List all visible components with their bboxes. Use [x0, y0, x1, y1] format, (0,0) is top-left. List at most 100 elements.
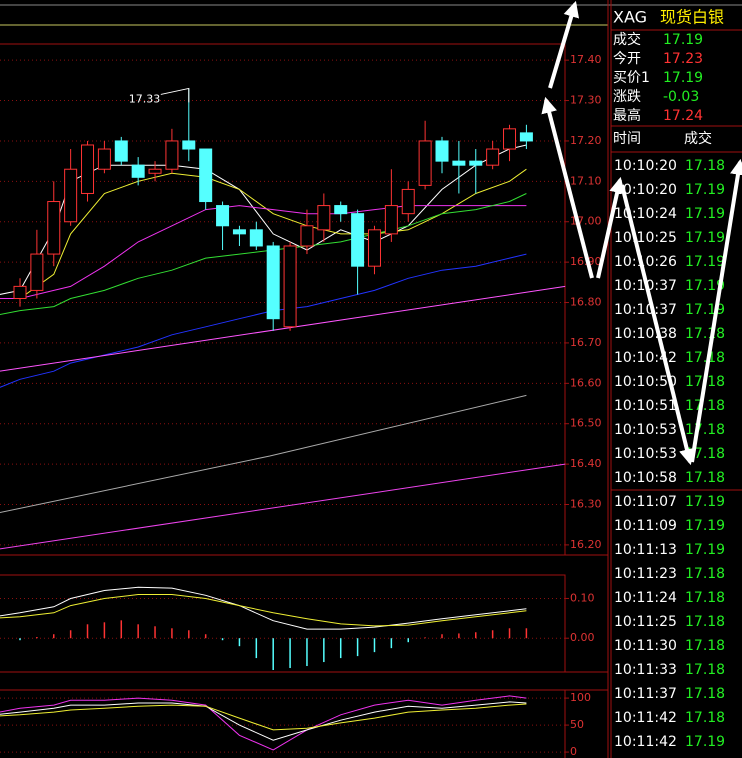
candle-body: [64, 168, 78, 223]
trade-price: 17.19: [685, 518, 725, 534]
y-tick-label: 16.40: [570, 457, 602, 470]
candle-body: [148, 168, 162, 174]
trade-time: 10:11:30: [614, 638, 677, 654]
candle-body: [131, 164, 145, 178]
quote-label: 最高: [613, 107, 641, 124]
trade-price: 17.19: [685, 734, 725, 750]
trade-time: 10:10:25: [614, 230, 677, 246]
candle-body: [469, 160, 483, 166]
arrow: [541, 96, 594, 279]
arrow-overlay: [541, 0, 742, 466]
quote-value: 17.24: [663, 108, 703, 124]
trade-price: 17.18: [685, 350, 725, 366]
candle-body: [266, 245, 280, 320]
trade-price: 17.19: [685, 230, 725, 246]
trade-price: 17.18: [685, 566, 725, 582]
candle-body: [283, 245, 297, 328]
trade-time: 10:10:37: [614, 302, 677, 318]
y-tick-label: 16.70: [570, 336, 602, 349]
trade-price: 17.18: [685, 326, 725, 342]
candle-body: [114, 140, 128, 162]
candle-body: [384, 205, 398, 235]
candle-body: [199, 148, 213, 203]
trade-price: 17.18: [685, 590, 725, 606]
candle-body: [182, 140, 196, 150]
trade-price: 17.18: [685, 398, 725, 414]
trade-price: 17.18: [685, 158, 725, 174]
candle-body: [401, 188, 415, 215]
trade-price: 17.18: [685, 470, 725, 486]
trade-time: 10:10:20: [614, 182, 677, 198]
indicator-line: [0, 193, 527, 316]
trade-price: 17.19: [685, 206, 725, 222]
quote-value: 17.19: [663, 70, 703, 86]
candle-body: [30, 253, 44, 291]
trade-price: 17.18: [685, 614, 725, 630]
quote-label: 今开: [613, 51, 641, 67]
y-tick-label: 16.50: [570, 417, 602, 430]
quote-label: 买价1: [613, 70, 650, 86]
trade-price: 17.18: [685, 422, 725, 438]
y-tick-label: 16.20: [570, 538, 602, 551]
y-tick-label: 0.10: [570, 591, 595, 604]
symbol: XAG: [613, 8, 647, 27]
trade-time: 10:10:24: [614, 206, 677, 222]
trade-time: 10:10:51: [614, 398, 677, 414]
indicator-line: [0, 586, 527, 630]
trade-price: 17.19: [685, 278, 725, 294]
trade-time: 10:10:50: [614, 374, 677, 390]
candle-body: [435, 140, 449, 162]
trade-time: 10:10:58: [614, 470, 677, 486]
y-tick-label: 17.20: [570, 134, 602, 147]
trade-time: 10:10:20: [614, 158, 677, 174]
candle-body: [97, 148, 111, 170]
trade-time: 10:11:23: [614, 566, 677, 582]
y-tick-label: 16.60: [570, 376, 602, 389]
candle-body: [519, 132, 533, 142]
y-tick-label: 16.30: [570, 498, 602, 511]
indicator-line: [0, 701, 527, 741]
candle-body: [216, 205, 230, 227]
y-tick-label: 0: [570, 745, 577, 758]
y-tick-label: 17.40: [570, 53, 602, 66]
trade-time: 10:10:26: [614, 254, 677, 270]
plot-layer: 17.4017.3017.2017.1017.0016.9016.8016.70…: [0, 53, 602, 758]
trade-time: 10:11:07: [614, 494, 677, 510]
trade-time: 10:11:13: [614, 542, 677, 558]
indicator-line: [0, 695, 527, 751]
trade-price: 17.18: [685, 710, 725, 726]
candle-body: [249, 229, 263, 247]
trade-price: 17.19: [685, 182, 725, 198]
indicator-line: [0, 253, 527, 388]
trade-price: 17.19: [685, 494, 725, 510]
trade-time: 10:11:42: [614, 710, 677, 726]
trade-price: 17.19: [685, 542, 725, 558]
indicator-line: [0, 285, 566, 372]
candle-body: [13, 285, 27, 299]
indicator-line: [0, 168, 527, 299]
candle-body: [367, 229, 381, 267]
trade-price: 17.18: [685, 662, 725, 678]
arrow: [620, 184, 695, 466]
y-tick-label: 50: [570, 718, 584, 731]
y-tick-label: 16.80: [570, 296, 602, 309]
trade-time: 10:10:53: [614, 446, 677, 462]
candle-body: [81, 144, 95, 194]
y-tick-label: 0.00: [570, 631, 595, 644]
arrow: [690, 158, 742, 463]
indicator-line: [0, 594, 527, 627]
candle-body: [351, 213, 365, 267]
trade-time: 10:11:33: [614, 662, 677, 678]
trade-time: 10:10:42: [614, 350, 677, 366]
trade-header: 时间: [613, 131, 641, 147]
candle-body: [452, 160, 466, 166]
trade-time: 10:11:37: [614, 686, 677, 702]
candle-body: [232, 229, 246, 235]
arrow: [548, 0, 580, 89]
trade-time: 10:10:53: [614, 422, 677, 438]
trade-time: 10:11:24: [614, 590, 677, 606]
quote-value: 17.23: [663, 51, 703, 67]
trade-price: 17.18: [685, 638, 725, 654]
